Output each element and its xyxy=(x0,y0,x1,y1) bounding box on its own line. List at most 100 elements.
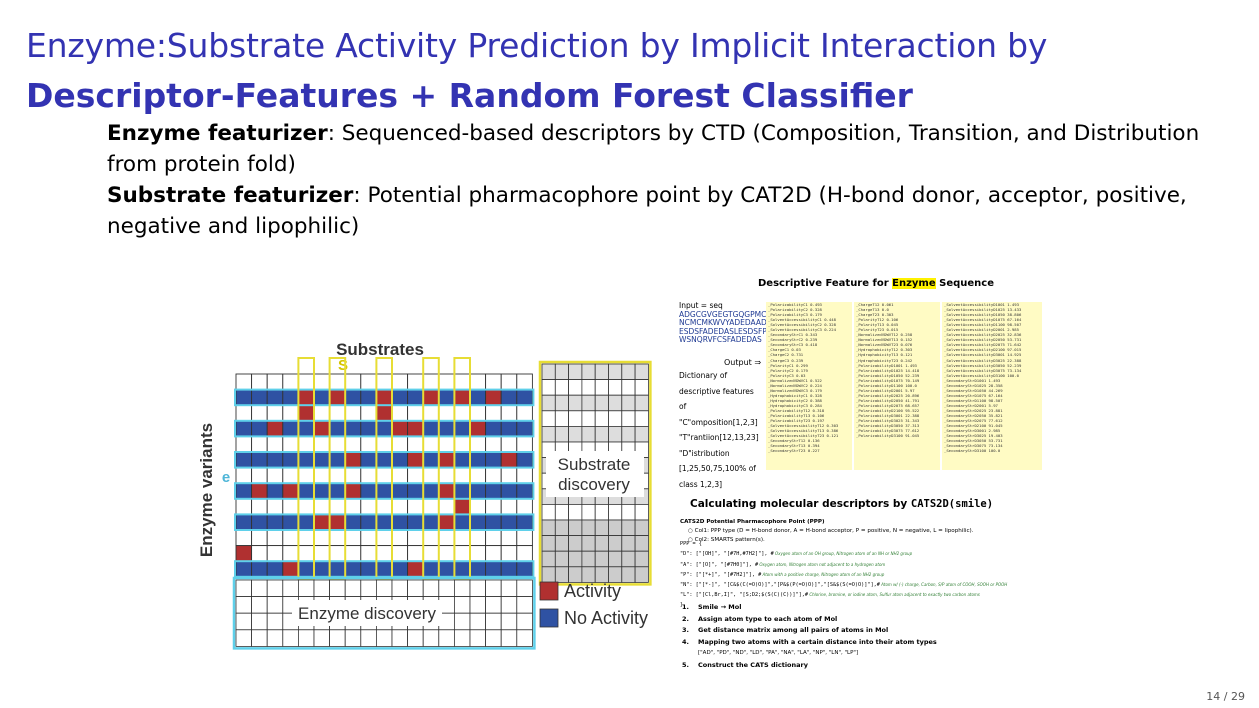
matrix-cell xyxy=(313,482,331,500)
matrix-cell xyxy=(235,498,253,515)
descriptor-entry: _PolarizabilityD3001 22.388 xyxy=(856,413,920,419)
enzyme-discovery-cell xyxy=(266,579,284,598)
description-line: "D"istribution xyxy=(679,448,730,458)
matrix-cell xyxy=(422,545,440,562)
e-label: e xyxy=(222,469,230,486)
matrix-cell xyxy=(500,467,518,484)
enzyme-discovery-cell xyxy=(282,629,299,647)
step-item: 3. Get distance matrix among all pairs of… xyxy=(682,625,937,637)
substrates-label: Substrates xyxy=(336,340,424,359)
descriptor-entry: _PolarizabilityD3050 37.313 xyxy=(856,423,920,429)
substrate-discovery-cell xyxy=(621,566,636,583)
enzyme-discovery-cell xyxy=(266,629,284,647)
matrix-cell xyxy=(391,498,409,515)
matrix-cell xyxy=(500,545,518,562)
substrate-discovery-cell xyxy=(581,363,596,381)
matrix-cell xyxy=(360,498,377,515)
matrix-cell xyxy=(375,420,393,437)
matrix-cell xyxy=(344,529,362,547)
descriptor-entry: _SecondaryStrC1 0.343 xyxy=(768,332,818,338)
code-line: "L": ["[Cl,Br,I]", "[S;D2;$(S(C)(C))]"],… xyxy=(680,590,1007,600)
substrate-discovery-cell xyxy=(581,426,596,443)
descriptor-entry: _SolventAccessibilityD2050 53.731 xyxy=(944,337,1022,343)
matrix-cell xyxy=(297,451,315,469)
matrix-cell xyxy=(297,404,315,422)
matrix-cell xyxy=(235,560,253,578)
matrix-cell xyxy=(297,529,315,547)
matrix-cell xyxy=(344,389,362,406)
matrix-cell xyxy=(375,435,393,453)
page-number: 14 / 29 xyxy=(1206,690,1245,703)
matrix-cell xyxy=(469,389,487,406)
activity-matrix-svg: Substrates S Enzyme variants e Substrate… xyxy=(197,340,652,650)
matrix-cell xyxy=(282,435,299,453)
descriptor-entry: _ChargeC1 0.03 xyxy=(768,347,801,353)
descriptor-entry: _PolarizabilityD2025 20.896 xyxy=(856,392,920,398)
descriptor-entry: _SolventAccessibilityD1001 1.493 xyxy=(944,302,1019,307)
matrix-cell xyxy=(360,513,377,531)
descriptor-entry: _PolarityT23 0.015 xyxy=(856,327,899,333)
substrate-discovery-cell xyxy=(594,535,609,552)
enzyme-discovery-cell xyxy=(360,629,377,647)
description-line: of xyxy=(679,402,687,411)
matrix-cell xyxy=(313,404,331,422)
matrix-cell xyxy=(235,373,253,391)
cats2d-title: Calculating molecular descriptors by CAT… xyxy=(690,498,993,510)
matrix-cell xyxy=(329,404,346,422)
matrix-cell xyxy=(266,529,284,547)
descriptor-entry: _SecondaryStrC2 0.239 xyxy=(768,337,818,343)
matrix-cell xyxy=(407,560,424,578)
descriptor-entry: _PolarizabilityD3100 91.045 xyxy=(856,433,920,439)
descriptor-entry: _HydrophobicityC3 0.284 xyxy=(768,402,822,408)
step-text: Smile → Mol xyxy=(698,603,742,611)
matrix-cell xyxy=(453,529,471,547)
substrate-discovery-cell xyxy=(568,379,583,396)
matrix-cell xyxy=(344,498,362,515)
matrix-cell xyxy=(469,498,487,515)
enzyme-discovery-cell xyxy=(360,579,377,598)
matrix-cell xyxy=(344,513,362,531)
descriptor-entry: _ChargeT13 0.0 xyxy=(856,307,889,313)
matrix-cell xyxy=(297,373,315,391)
descriptor-entry: _SecondaryStrD1025 28.358 xyxy=(944,382,1003,388)
activity-matrix-figure: Substrates S Enzyme variants e Substrate… xyxy=(192,330,670,676)
matrix-cell xyxy=(313,560,331,578)
matrix-cell xyxy=(438,467,455,484)
descriptor-entry: _PolarizabilityD1050 52.239 xyxy=(856,372,920,378)
descriptor-entry: _SecondaryStrD1001 1.493 xyxy=(944,377,1001,383)
cats2d-steps: 1. Smile → Mol 2. Assign atom type to each … xyxy=(682,602,937,671)
code-comment: Atom with a positive charge, Nitrogen at… xyxy=(761,571,885,577)
enzyme-discovery-cell xyxy=(235,629,253,647)
matrix-cell xyxy=(516,467,533,484)
matrix-cell xyxy=(453,451,471,469)
matrix-cell xyxy=(469,451,487,469)
matrix-cell xyxy=(251,467,268,484)
enzyme-discovery-cell xyxy=(438,629,455,647)
substrate-discovery-cell xyxy=(541,566,556,583)
substrate-discovery-cell xyxy=(581,503,596,521)
matrix-cell xyxy=(251,513,268,531)
descriptor-entry: _PolarizabilityC2 0.328 xyxy=(768,307,822,313)
matrix-cell xyxy=(344,435,362,453)
substrate-discovery-cell xyxy=(608,394,623,412)
matrix-cell xyxy=(516,435,533,453)
matrix-cell xyxy=(266,420,284,437)
matrix-cell xyxy=(297,435,315,453)
descriptor-entry: _NormalizedVDWVC1 0.522 xyxy=(768,377,822,383)
description-line: [1,25,50,75,100% of xyxy=(679,464,756,473)
matrix-cell xyxy=(282,404,299,422)
matrix-cell xyxy=(297,420,315,437)
step-text: Get distance matrix among all pairs of a… xyxy=(698,626,889,634)
matrix-cell xyxy=(375,373,393,391)
matrix-cell xyxy=(251,529,268,547)
substrate-discovery-cell xyxy=(608,426,623,443)
matrix-cell xyxy=(266,498,284,515)
descriptor-column-2: _ChargeT12 0.061 _ChargeT13 0.0 _ChargeT23… xyxy=(854,302,940,470)
enzyme-variants-label: Enzyme variants xyxy=(197,423,216,557)
matrix-cell xyxy=(422,404,440,422)
substrate-discovery-cell xyxy=(541,519,556,537)
substrate-discovery-cell xyxy=(608,519,623,537)
descriptor-entry: _SecondaryStrD2025 23.881 xyxy=(944,407,1003,413)
matrix-cell xyxy=(375,389,393,406)
matrix-cell xyxy=(469,482,487,500)
